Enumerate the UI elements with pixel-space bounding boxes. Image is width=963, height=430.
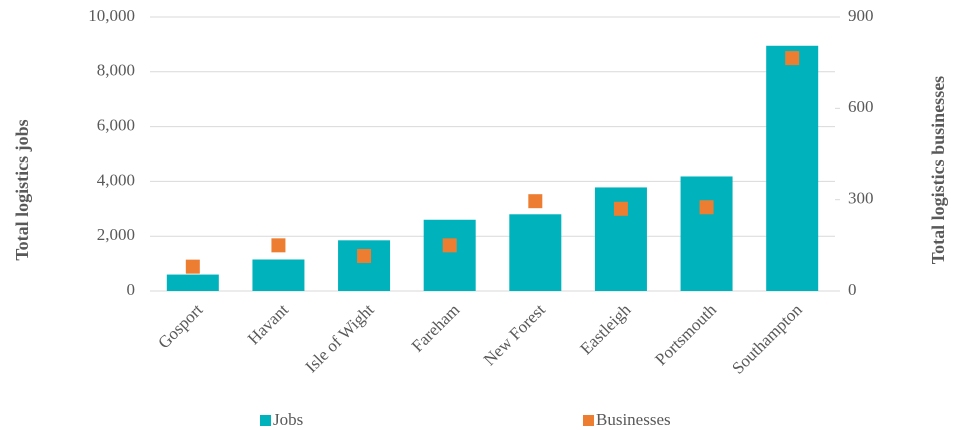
y-axis-title: Total logistics jobs xyxy=(12,119,32,260)
marker xyxy=(442,238,457,253)
x-tick-label: Southampton xyxy=(728,300,806,378)
y2-tick-label: 900 xyxy=(848,6,874,25)
bar xyxy=(252,259,305,291)
x-tick-label: Havant xyxy=(244,300,292,348)
legend-label: Jobs xyxy=(273,410,303,429)
bar xyxy=(766,45,819,291)
y-tick-label: 2,000 xyxy=(97,225,135,244)
bar xyxy=(423,219,476,291)
x-tick-label: Isle of Wight xyxy=(301,300,377,376)
marker xyxy=(613,201,628,216)
y2-tick-label: 600 xyxy=(848,97,874,116)
bar xyxy=(509,214,562,291)
marker xyxy=(185,259,200,274)
y-tick-label: 6,000 xyxy=(97,116,135,135)
x-tick-label: New Forest xyxy=(480,300,549,369)
legend-label: Businesses xyxy=(596,410,671,429)
x-tick-label: Eastleigh xyxy=(576,300,635,359)
y-tick-label: 0 xyxy=(127,280,136,299)
bar xyxy=(166,274,219,291)
marker xyxy=(785,51,800,66)
marker xyxy=(357,248,372,263)
y-tick-label: 4,000 xyxy=(97,170,135,189)
marker xyxy=(699,200,714,215)
x-tick-label: Portsmouth xyxy=(651,300,720,369)
y2-tick-label: 0 xyxy=(848,280,857,299)
y2-tick-label: 300 xyxy=(848,189,874,208)
legend-swatch xyxy=(260,415,271,426)
y2-axis-title: Total logistics businesses xyxy=(928,76,948,264)
marker xyxy=(271,238,286,253)
bar xyxy=(338,240,391,291)
y-tick-label: 8,000 xyxy=(97,61,135,80)
x-tick-label: Gosport xyxy=(154,300,206,352)
legend-swatch xyxy=(583,415,594,426)
bar xyxy=(680,176,733,291)
x-tick-label: Fareham xyxy=(408,300,463,355)
marker xyxy=(528,194,543,209)
y-tick-label: 10,000 xyxy=(88,6,135,25)
